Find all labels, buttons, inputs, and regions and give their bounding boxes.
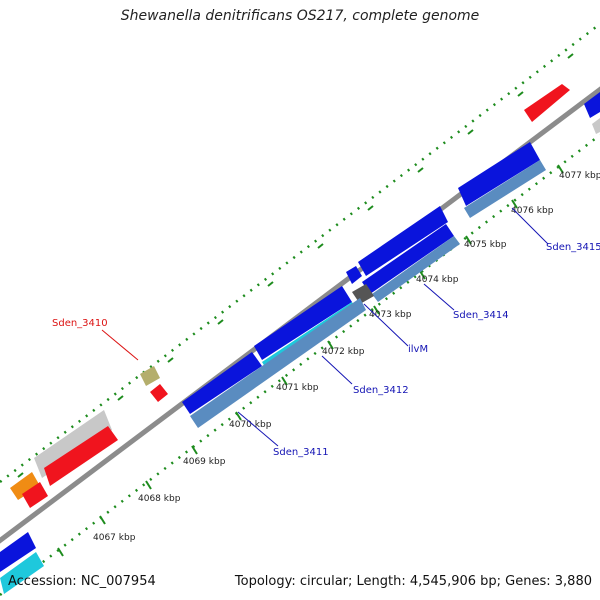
gene-feature-red-top[interactable] <box>524 84 570 122</box>
kbp-label: 4073 kbp <box>369 310 412 320</box>
kbp-label: 4069 kbp <box>183 457 226 467</box>
gene-label-sden-3412[interactable]: Sden_3412 <box>353 385 409 396</box>
kbp-label: 4072 kbp <box>322 347 365 357</box>
kbp-label: 4076 kbp <box>511 206 554 216</box>
gene-feature-steel-3415[interactable] <box>464 160 546 218</box>
accession-text: Accession: NC_007954 <box>8 574 156 589</box>
gene-feature-blue-small[interactable] <box>346 266 362 284</box>
gene-feature-blue-bottomleft[interactable] <box>0 532 36 572</box>
gene-feature-steel-3414[interactable] <box>372 236 460 302</box>
kbp-label: 4071 kbp <box>276 383 319 393</box>
gene-feature-blue-3412[interactable] <box>254 286 352 360</box>
gene-label-sden-3414[interactable]: Sden_3414 <box>453 310 509 321</box>
kbp-label: 4070 kbp <box>229 420 272 430</box>
gene-feature-grey-left[interactable] <box>34 410 112 478</box>
gene-feature-red-left-b[interactable] <box>22 482 48 508</box>
gene-label-sden-3411[interactable]: Sden_3411 <box>273 447 329 458</box>
gene-feature-darkgrey-ilvm[interactable] <box>352 284 374 304</box>
gene-label-leaders <box>101 207 549 447</box>
gene-feature-blue-topright[interactable] <box>584 92 600 118</box>
lower-dotted-guide <box>0 134 600 596</box>
topology-text: Topology: circular; Length: 4,545,906 bp… <box>234 574 592 589</box>
gene-feature-cyan-bottomleft[interactable] <box>0 552 44 594</box>
gene-feature-red-3410[interactable] <box>150 384 168 402</box>
kbp-label: 4068 kbp <box>138 494 181 504</box>
kbp-label: 4067 kbp <box>93 533 136 543</box>
gene-label-sden-3415[interactable]: Sden_3415 <box>546 242 600 253</box>
upper-dotted-guide <box>0 23 600 483</box>
gene-feature-steel-3411[interactable] <box>190 298 366 428</box>
gene-label-ilvm[interactable]: ilvM <box>408 344 428 355</box>
kbp-label: 4077 kbp <box>559 171 600 181</box>
gene-feature-blue-3415[interactable] <box>458 142 540 206</box>
kbp-label: 4075 kbp <box>464 240 507 250</box>
map-title: Shewanella denitrificans OS217, complete… <box>120 8 480 24</box>
gene-feature-blue-3414a[interactable] <box>358 206 448 276</box>
gene-labels: Sden_3410 Sden_3411 Sden_3412 ilvM Sden_… <box>52 242 600 458</box>
gene-feature-red-left-a[interactable] <box>44 426 118 486</box>
gene-feature-blue-3411a[interactable] <box>182 352 262 414</box>
kbp-labels: 4067 kbp 4068 kbp 4069 kbp 4070 kbp 4071… <box>93 171 600 543</box>
gene-feature-olive-3410[interactable] <box>140 366 160 386</box>
gene-feature-blue-3414b[interactable] <box>362 224 454 294</box>
gene-label-sden-3410[interactable]: Sden_3410 <box>52 318 108 329</box>
lower-guide-ticks <box>57 164 564 557</box>
gene-feature-orange-left[interactable] <box>10 472 40 500</box>
gene-feature-grey-topright[interactable] <box>592 118 600 134</box>
kbp-label: 4074 kbp <box>416 275 459 285</box>
